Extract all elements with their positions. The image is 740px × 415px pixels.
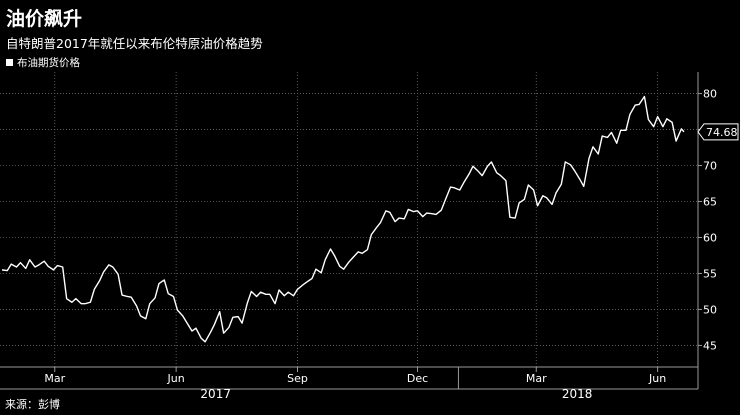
legend: 布油期货价格 — [6, 55, 80, 70]
y-tick-label: 45 — [703, 339, 717, 352]
x-tick-label: Jun — [648, 372, 666, 385]
price-line — [1, 95, 685, 343]
x-tick-label: Sep — [287, 372, 308, 385]
series-layer — [1, 95, 685, 343]
legend-label: 布油期货价格 — [17, 57, 80, 69]
y-tick-label: 80 — [703, 88, 717, 101]
y-tick-label: 70 — [703, 160, 717, 173]
x-tick-label: Jun — [167, 372, 185, 385]
year-label: 2018 — [562, 387, 593, 401]
last-value-box — [697, 123, 739, 141]
y-tick-label: 60 — [703, 231, 717, 244]
y-tick-label: 55 — [703, 267, 717, 280]
source-note: 来源：彭博 — [5, 398, 60, 411]
last-value-label: 74.68 — [706, 126, 738, 139]
legend-swatch — [6, 59, 13, 66]
x-tick-label: Dec — [407, 372, 428, 385]
year-label: 2017 — [200, 387, 231, 401]
y-tick-label: 65 — [703, 196, 717, 209]
chart-subtitle: 自特朗普2017年就任以来布伦特原油价格趋势 — [6, 36, 263, 51]
y-tick-label: 50 — [703, 303, 717, 316]
x-tick-label: Mar — [526, 372, 547, 385]
grid-layer — [0, 72, 698, 367]
chart-title: 油价飙升 — [6, 8, 83, 30]
last-value-callout: 74.68 — [697, 123, 739, 141]
axis-layer — [0, 72, 702, 390]
x-tick-label: Mar — [44, 372, 65, 385]
label-layer: 4550556065707580MarJunSepDecMarJun201720… — [44, 88, 739, 401]
